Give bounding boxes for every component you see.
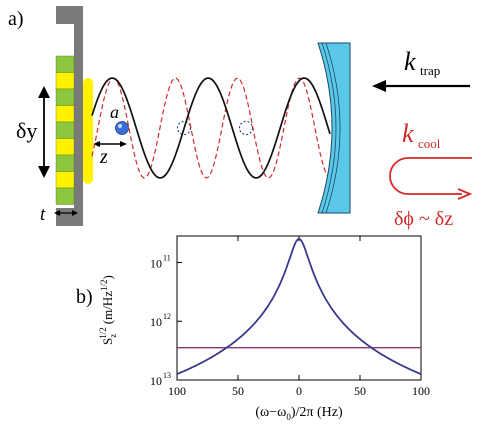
y-tick-base: 10 xyxy=(150,256,162,270)
x-ticks: 100 50 0 50 100 xyxy=(168,236,430,398)
k-cool-subscript: cool xyxy=(418,136,441,151)
particle-label: a xyxy=(110,102,119,122)
k-cool-arrow xyxy=(389,157,473,200)
grating-block xyxy=(55,171,75,189)
z-label: z xyxy=(99,146,108,168)
ylabel-sub: z xyxy=(108,334,118,338)
k-cool-label: k xyxy=(402,119,414,148)
trap-site-1 xyxy=(176,120,192,136)
y-tick-exponent: 11 xyxy=(163,253,171,262)
ylabel-units-close: ) xyxy=(100,275,115,279)
particle xyxy=(115,121,129,135)
k-trap-subscript: trap xyxy=(420,63,440,78)
trap-standing-wave xyxy=(91,77,331,179)
y-tick-exponent: 12 xyxy=(163,312,171,321)
x-tick-label: 0 xyxy=(296,384,302,398)
grating-block xyxy=(55,187,75,205)
plot-frame xyxy=(176,235,422,381)
trap-site-2 xyxy=(238,120,254,136)
x-tick-label: 100 xyxy=(412,384,430,398)
dy-label: δy xyxy=(16,118,37,143)
k-trap-label: k xyxy=(404,47,416,76)
y-tick-base: 10 xyxy=(150,315,162,329)
grating-block xyxy=(55,138,75,156)
grating-stack xyxy=(55,55,75,205)
ylabel-sup: 1/2 xyxy=(98,327,108,339)
yellow-coating xyxy=(83,78,93,184)
phase-relation-label: δϕ ~ δz xyxy=(394,208,453,230)
series-lorentzian-curve xyxy=(176,237,422,375)
grating-block xyxy=(55,105,75,123)
z-arrow xyxy=(93,141,127,147)
ylabel-main: S xyxy=(100,338,115,345)
xlabel-sub: 0 xyxy=(286,412,291,422)
x-tick-label: 50 xyxy=(354,384,366,398)
svg-text:Sz1/2(m/Hz1/2): Sz1/2(m/Hz1/2) xyxy=(98,275,118,345)
y-tick-base: 10 xyxy=(150,374,162,388)
grating-block xyxy=(55,121,75,139)
t-label: t xyxy=(40,204,46,225)
k-trap-arrow xyxy=(372,80,470,92)
grating-block xyxy=(55,154,75,172)
xlabel-main: (ω−ω xyxy=(255,405,286,420)
x-axis-label: (ω−ω0)/2π (Hz) xyxy=(255,405,343,422)
ylabel-units: (m/Hz xyxy=(100,291,115,324)
grating-block xyxy=(55,72,75,90)
ylabel-units-sup: 1/2 xyxy=(99,280,109,292)
particle-highlight xyxy=(118,124,122,128)
panel-a-label: a) xyxy=(8,8,24,30)
x-tick-label: 100 xyxy=(168,384,186,398)
x-tick-label: 50 xyxy=(232,384,244,398)
xlabel-rest: )/2π (Hz) xyxy=(291,405,343,420)
curved-mirror xyxy=(317,42,351,214)
grating-block xyxy=(55,55,75,73)
y-axis-label: Sz1/2(m/Hz1/2) xyxy=(98,275,118,345)
y-tick-exponent: 13 xyxy=(163,371,171,380)
dy-arrow xyxy=(38,86,50,178)
t-arrow xyxy=(54,210,78,216)
grating-block xyxy=(55,88,75,106)
panel-b-label: b) xyxy=(76,286,93,308)
